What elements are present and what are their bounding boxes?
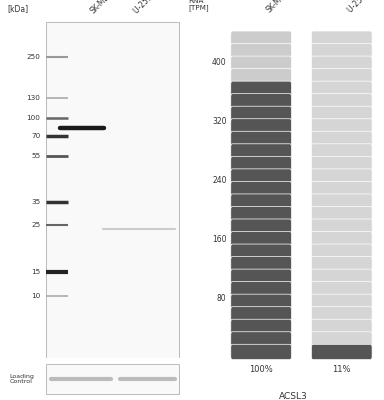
FancyBboxPatch shape: [231, 294, 291, 310]
Text: RNA
[TPM]: RNA [TPM]: [188, 0, 209, 11]
Text: 400: 400: [212, 58, 227, 66]
FancyBboxPatch shape: [311, 244, 372, 259]
FancyBboxPatch shape: [231, 244, 291, 259]
FancyBboxPatch shape: [231, 206, 291, 222]
FancyBboxPatch shape: [311, 144, 372, 159]
FancyBboxPatch shape: [231, 269, 291, 284]
Text: High: High: [74, 368, 93, 377]
FancyBboxPatch shape: [311, 294, 372, 310]
FancyBboxPatch shape: [311, 31, 372, 46]
FancyBboxPatch shape: [311, 206, 372, 222]
Text: U-251 MG: U-251 MG: [346, 0, 379, 14]
FancyBboxPatch shape: [311, 44, 372, 59]
FancyBboxPatch shape: [231, 181, 291, 197]
Text: 10: 10: [31, 293, 41, 299]
Text: 35: 35: [31, 199, 41, 205]
FancyBboxPatch shape: [231, 119, 291, 134]
Text: 25: 25: [31, 222, 41, 228]
FancyBboxPatch shape: [231, 81, 291, 96]
FancyBboxPatch shape: [231, 106, 291, 122]
FancyBboxPatch shape: [311, 344, 372, 360]
FancyBboxPatch shape: [311, 156, 372, 172]
FancyBboxPatch shape: [311, 269, 372, 284]
Text: SK-MEL-30: SK-MEL-30: [265, 0, 300, 14]
Text: 130: 130: [26, 94, 41, 100]
Text: Loading
Control: Loading Control: [9, 374, 34, 384]
FancyBboxPatch shape: [231, 219, 291, 234]
Text: Low: Low: [124, 368, 140, 377]
FancyBboxPatch shape: [231, 282, 291, 297]
FancyBboxPatch shape: [311, 219, 372, 234]
FancyBboxPatch shape: [311, 256, 372, 272]
FancyBboxPatch shape: [311, 81, 372, 96]
FancyBboxPatch shape: [231, 232, 291, 247]
Text: 160: 160: [212, 235, 227, 244]
FancyBboxPatch shape: [311, 307, 372, 322]
FancyBboxPatch shape: [46, 22, 179, 358]
FancyBboxPatch shape: [231, 94, 291, 109]
FancyBboxPatch shape: [311, 69, 372, 84]
FancyBboxPatch shape: [231, 169, 291, 184]
FancyBboxPatch shape: [311, 56, 372, 71]
FancyBboxPatch shape: [46, 364, 179, 394]
Text: [kDa]: [kDa]: [8, 5, 29, 14]
FancyBboxPatch shape: [231, 44, 291, 59]
Text: 100%: 100%: [249, 366, 273, 374]
FancyBboxPatch shape: [311, 131, 372, 146]
FancyBboxPatch shape: [231, 56, 291, 71]
FancyBboxPatch shape: [311, 232, 372, 247]
FancyBboxPatch shape: [231, 194, 291, 209]
FancyBboxPatch shape: [231, 69, 291, 84]
Text: 70: 70: [31, 133, 41, 139]
Text: U-251 MG: U-251 MG: [132, 0, 165, 15]
Text: 15: 15: [31, 269, 41, 275]
Text: ACSL3: ACSL3: [280, 392, 308, 400]
FancyBboxPatch shape: [311, 119, 372, 134]
Text: 320: 320: [212, 117, 227, 126]
FancyBboxPatch shape: [231, 344, 291, 360]
Text: 55: 55: [31, 153, 41, 159]
Text: 250: 250: [26, 54, 41, 60]
FancyBboxPatch shape: [311, 194, 372, 209]
FancyBboxPatch shape: [231, 332, 291, 347]
FancyBboxPatch shape: [231, 256, 291, 272]
FancyBboxPatch shape: [311, 106, 372, 122]
FancyBboxPatch shape: [231, 307, 291, 322]
FancyBboxPatch shape: [311, 169, 372, 184]
FancyBboxPatch shape: [231, 31, 291, 46]
FancyBboxPatch shape: [311, 332, 372, 347]
FancyBboxPatch shape: [311, 94, 372, 109]
FancyBboxPatch shape: [231, 319, 291, 334]
Text: 11%: 11%: [333, 366, 351, 374]
Text: 100: 100: [26, 115, 41, 121]
Text: SK-MEL-30: SK-MEL-30: [89, 0, 123, 15]
FancyBboxPatch shape: [231, 131, 291, 146]
FancyBboxPatch shape: [311, 181, 372, 197]
FancyBboxPatch shape: [231, 144, 291, 159]
Text: 240: 240: [212, 176, 227, 185]
FancyBboxPatch shape: [231, 156, 291, 172]
FancyBboxPatch shape: [311, 282, 372, 297]
Text: 80: 80: [217, 294, 227, 304]
FancyBboxPatch shape: [311, 319, 372, 334]
